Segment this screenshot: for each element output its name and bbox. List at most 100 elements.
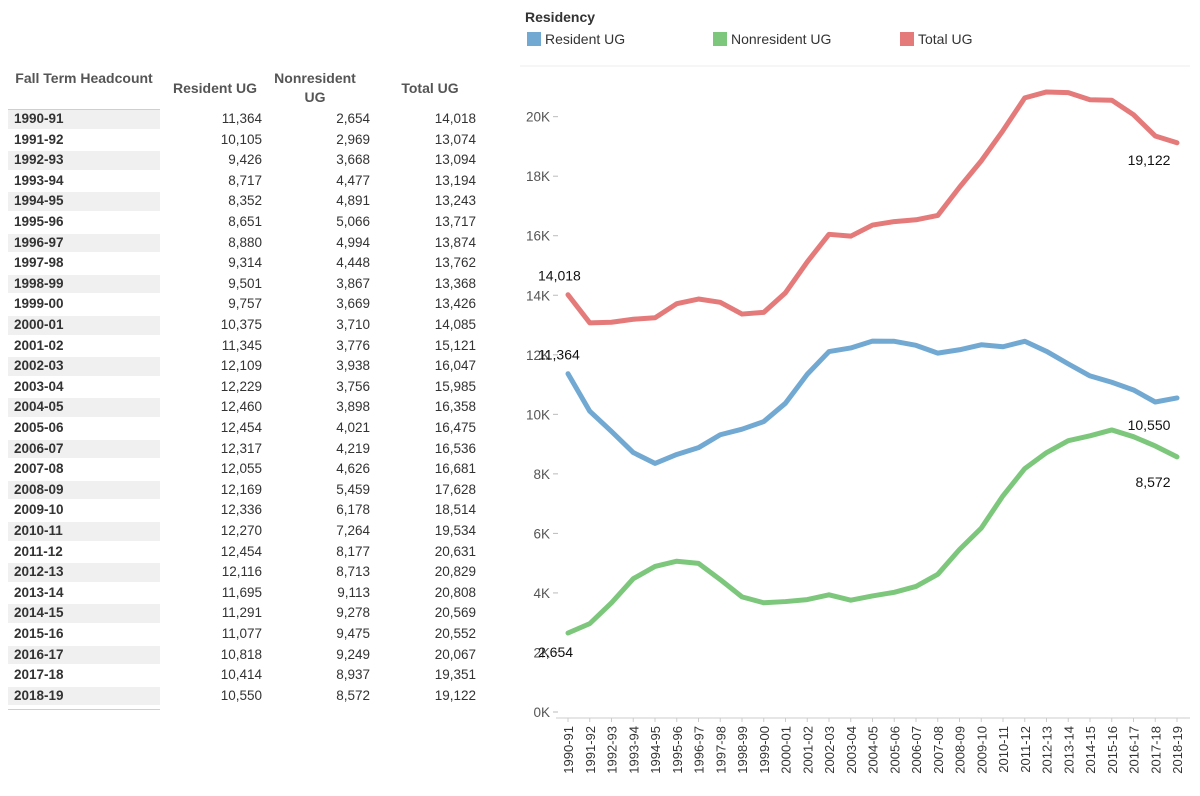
x-tick-label: 2003-04 bbox=[844, 726, 859, 774]
table-bottom-rule bbox=[8, 709, 160, 710]
row-band bbox=[8, 254, 160, 273]
cell-total: 20,631 bbox=[434, 543, 476, 559]
row-band bbox=[8, 480, 160, 500]
x-tick-label: 2007-08 bbox=[931, 726, 946, 774]
x-tick-label: 2011-12 bbox=[1018, 726, 1033, 773]
cell-resident: 8,880 bbox=[228, 234, 262, 250]
cell-term: 2002-03 bbox=[14, 358, 64, 374]
x-tick-label: 2004-05 bbox=[866, 726, 881, 774]
cell-term: 2009-10 bbox=[14, 502, 64, 518]
x-tick-label: 1999-00 bbox=[757, 726, 772, 774]
cell-term: 2012-13 bbox=[14, 564, 64, 580]
row-band bbox=[8, 666, 160, 685]
table-row: 2015-16 11,077 9,475 20,552 bbox=[0, 624, 500, 645]
y-tick-label: 20K bbox=[526, 110, 550, 125]
data-label-start: 11,364 bbox=[538, 347, 580, 363]
cell-total: 16,681 bbox=[434, 461, 476, 477]
cell-total: 20,067 bbox=[434, 646, 476, 662]
cell-total: 13,074 bbox=[434, 131, 476, 147]
y-tick-label: 0K bbox=[533, 705, 550, 720]
cell-term: 1996-97 bbox=[14, 234, 64, 250]
cell-nonresident: 3,710 bbox=[336, 317, 370, 332]
cell-term: 2013-14 bbox=[14, 584, 64, 600]
row-band bbox=[8, 213, 160, 232]
header-resident-ug: Resident UG bbox=[172, 80, 257, 96]
table-row: 1994-95 8,352 4,891 13,243 bbox=[0, 191, 500, 212]
x-tick-label: 2013-14 bbox=[1061, 726, 1076, 774]
table-row: 2014-15 11,291 9,278 20,569 bbox=[0, 603, 500, 624]
cell-resident: 10,414 bbox=[220, 667, 262, 683]
x-tick-label: 1996-97 bbox=[692, 726, 707, 774]
table-row: 2017-18 10,414 8,937 19,351 bbox=[0, 665, 500, 686]
row-band bbox=[8, 604, 160, 623]
table-row: 2002-03 12,109 3,938 16,047 bbox=[0, 356, 500, 377]
data-label-end: 8,572 bbox=[1135, 474, 1170, 490]
legend-item: Resident UG bbox=[527, 30, 625, 48]
cell-term: 2006-07 bbox=[14, 440, 64, 456]
x-tick-label: 2012-13 bbox=[1040, 726, 1055, 774]
cell-nonresident: 3,756 bbox=[336, 378, 370, 394]
y-tick-label: 12K bbox=[526, 348, 550, 363]
table-row: 1992-93 9,426 3,668 13,094 bbox=[0, 150, 500, 171]
cell-total: 16,475 bbox=[434, 420, 476, 435]
x-tick-label: 2014-15 bbox=[1083, 726, 1098, 774]
x-tick-label: 2008-09 bbox=[953, 726, 968, 774]
y-tick-label: 16K bbox=[526, 229, 550, 244]
table-row: 2012-13 12,116 8,713 20,829 bbox=[0, 562, 500, 583]
cell-total: 13,717 bbox=[434, 214, 476, 229]
cell-nonresident: 4,021 bbox=[336, 420, 370, 435]
row-band bbox=[8, 460, 160, 479]
x-tick-label: 1991-92 bbox=[583, 726, 598, 774]
cell-nonresident: 9,113 bbox=[337, 584, 370, 600]
cell-term: 1994-95 bbox=[14, 193, 64, 209]
cell-term: 2015-16 bbox=[14, 626, 64, 641]
table-row: 2009-10 12,336 6,178 18,514 bbox=[0, 500, 500, 521]
row-band bbox=[8, 398, 160, 417]
data-label-end: 19,122 bbox=[1128, 152, 1171, 168]
legend-swatch bbox=[713, 32, 727, 46]
cell-resident: 8,352 bbox=[228, 193, 262, 209]
cell-total: 20,829 bbox=[434, 564, 476, 580]
row-band bbox=[8, 130, 160, 150]
cell-nonresident: 3,668 bbox=[336, 152, 370, 168]
cell-nonresident: 9,278 bbox=[336, 605, 370, 621]
cell-resident: 11,695 bbox=[221, 584, 262, 600]
cell-term: 2003-04 bbox=[14, 378, 64, 394]
table-row: 1991-92 10,105 2,969 13,074 bbox=[0, 130, 500, 151]
row-band bbox=[8, 336, 160, 356]
row-band bbox=[8, 686, 160, 706]
cell-resident: 11,364 bbox=[221, 111, 262, 126]
cell-total: 19,534 bbox=[434, 523, 476, 538]
cell-nonresident: 3,867 bbox=[336, 275, 370, 291]
cell-total: 20,552 bbox=[434, 626, 476, 641]
cell-nonresident: 4,891 bbox=[336, 193, 370, 209]
row-band bbox=[8, 419, 160, 438]
cell-total: 13,194 bbox=[434, 172, 476, 188]
cell-total: 16,047 bbox=[434, 358, 476, 374]
cell-nonresident: 9,475 bbox=[336, 626, 370, 641]
x-tick-label: 1997-98 bbox=[713, 726, 728, 774]
x-tick-label: 2002-03 bbox=[822, 726, 837, 774]
cell-nonresident: 6,178 bbox=[336, 502, 370, 518]
row-band bbox=[8, 563, 160, 582]
cell-resident: 9,314 bbox=[228, 255, 262, 271]
cell-resident: 12,169 bbox=[220, 481, 262, 497]
cell-resident: 12,454 bbox=[220, 543, 262, 559]
legend-label: Resident UG bbox=[545, 31, 626, 47]
cell-nonresident: 8,937 bbox=[336, 667, 370, 683]
data-label-end: 10,550 bbox=[1128, 417, 1171, 433]
row-band bbox=[8, 645, 160, 665]
cell-resident: 12,055 bbox=[220, 461, 262, 477]
cell-nonresident: 4,477 bbox=[336, 172, 370, 188]
cell-term: 2000-01 bbox=[14, 317, 64, 332]
cell-total: 16,536 bbox=[434, 440, 476, 456]
row-band bbox=[8, 192, 160, 211]
y-tick-label: 4K bbox=[533, 586, 550, 601]
table-row: 2013-14 11,695 9,113 20,808 bbox=[0, 583, 500, 604]
cell-term: 2017-18 bbox=[14, 667, 64, 683]
cell-nonresident: 3,938 bbox=[336, 358, 370, 374]
cell-resident: 12,229 bbox=[220, 378, 262, 394]
table-row: 1990-91 11,364 2,654 14,018 bbox=[0, 109, 500, 130]
cell-term: 2001-02 bbox=[14, 337, 64, 353]
legend-swatch bbox=[527, 32, 541, 46]
